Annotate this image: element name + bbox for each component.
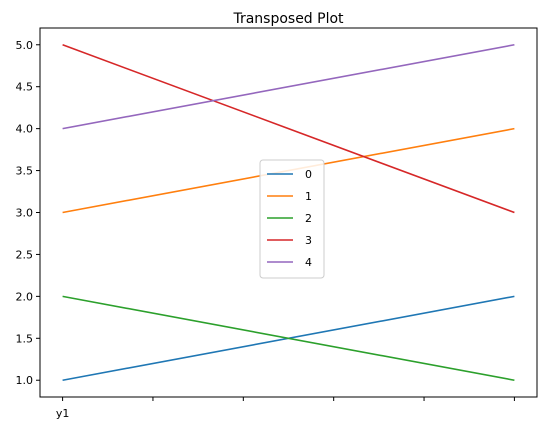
- legend-label: 0: [305, 168, 312, 181]
- legend-label: 2: [305, 212, 312, 225]
- y-tick-label: 4.5: [16, 81, 34, 94]
- legend-label: 1: [305, 190, 312, 203]
- legend-box: [259, 159, 325, 279]
- series-lines: [62, 43, 515, 382]
- legend: 0 1 2 3 4: [259, 159, 325, 279]
- y-tick-label: 2.5: [16, 248, 34, 261]
- y-axis: 1.0 1.5 2.0 2.5 3.0 3.5 4.0 4.5 5.0: [16, 39, 40, 387]
- y-tick-label: 1.0: [16, 374, 34, 387]
- legend-label: 3: [305, 234, 312, 247]
- y-tick-label: 4.0: [16, 123, 34, 136]
- y-tick-label: 1.5: [16, 332, 34, 345]
- y-tick-label: 2.0: [16, 290, 34, 303]
- series-line-4: [62, 43, 515, 130]
- y-tick-label: 3.0: [16, 207, 34, 220]
- x-axis: y1: [56, 397, 515, 420]
- series-line-2: [62, 295, 515, 382]
- x-tick-label: y1: [56, 407, 70, 420]
- legend-label: 4: [305, 256, 312, 269]
- y-tick-label: 5.0: [16, 39, 34, 52]
- chart-title: Transposed Plot: [232, 11, 344, 27]
- series-line-3: [62, 44, 515, 214]
- y-tick-label: 3.5: [16, 165, 34, 178]
